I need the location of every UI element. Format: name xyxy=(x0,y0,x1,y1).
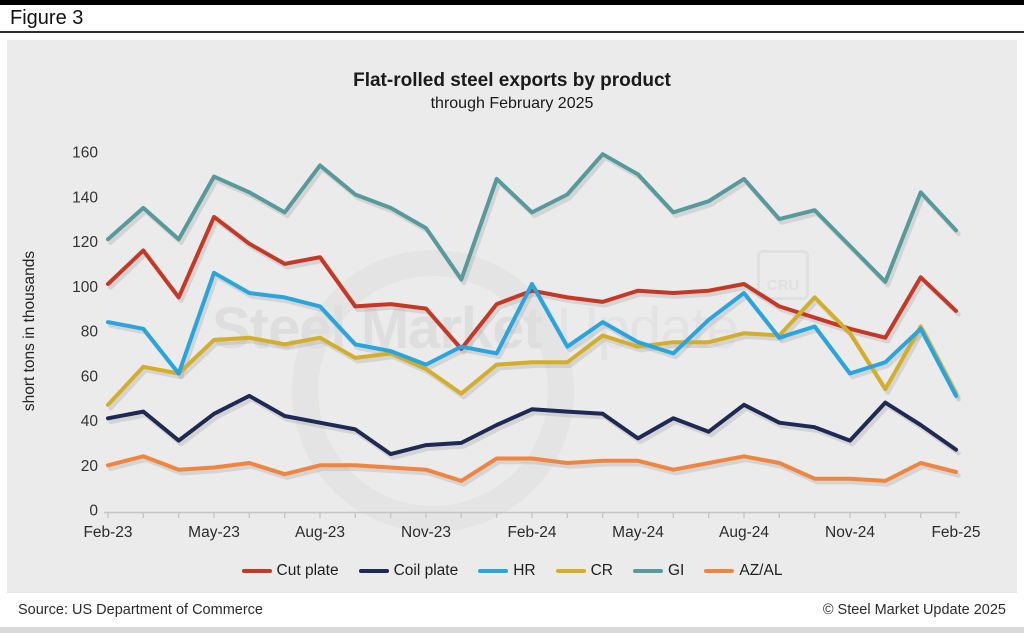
legend-item-hr: HR xyxy=(478,562,536,580)
legend-item-az-al: AZ/AL xyxy=(704,562,782,580)
legend-swatch xyxy=(241,569,272,573)
legend-item-cut-plate: Cut plate xyxy=(241,562,339,580)
bottom-edge-strip xyxy=(0,627,1024,633)
chart-subtitle: through February 2025 xyxy=(430,95,594,112)
chart-title: Flat-rolled steel exports by product xyxy=(353,70,671,91)
header-divider xyxy=(0,31,1024,33)
x-tick-label: Feb-24 xyxy=(507,524,556,541)
legend-label: CR xyxy=(590,562,613,579)
legend-label: GI xyxy=(668,562,685,579)
legend-item-coil-plate: Coil plate xyxy=(358,562,459,580)
series-shadow xyxy=(108,155,961,288)
legend: Cut plate Coil plate HR CR GI AZ/AL xyxy=(7,562,1017,580)
y-axis-label: short tons in thousands xyxy=(21,251,38,412)
top-black-bar xyxy=(0,0,1024,5)
series-line-coil-plate xyxy=(106,393,958,457)
x-tick-label: Aug-23 xyxy=(295,524,345,541)
y-tick-label: 140 xyxy=(72,189,98,206)
legend-label: HR xyxy=(513,562,536,579)
source-note: Source: US Department of Commerce xyxy=(18,602,263,618)
legend-swatch xyxy=(555,569,586,573)
y-tick-label: 40 xyxy=(81,413,99,430)
series-line-cr xyxy=(106,295,958,407)
legend-swatch xyxy=(633,569,663,573)
y-tick-label: 80 xyxy=(81,324,99,341)
y-tick-label: 20 xyxy=(81,458,99,475)
figure-label: Figure 3 xyxy=(10,7,84,29)
x-tick-label: Feb-25 xyxy=(931,524,980,541)
copyright-note: © Steel Market Update 2025 xyxy=(822,602,1006,618)
legend-item-gi: GI xyxy=(633,562,684,580)
legend-swatch xyxy=(704,569,735,573)
series-line-cut-plate xyxy=(106,214,958,351)
legend-label: AZ/AL xyxy=(739,562,783,579)
x-tick-label: Aug-24 xyxy=(719,524,769,541)
x-tick-label: May-23 xyxy=(188,524,240,541)
watermark-update: Update xyxy=(556,296,739,361)
legend-item-cr: CR xyxy=(555,562,613,580)
x-tick-label: Feb-23 xyxy=(83,524,132,541)
series-line-gi xyxy=(106,152,958,284)
y-tick-label: 160 xyxy=(72,145,98,162)
legend-label: Coil plate xyxy=(393,562,459,579)
legend-label: Cut plate xyxy=(276,562,339,579)
x-tick-label: May-24 xyxy=(612,524,664,541)
series-shadow xyxy=(108,457,961,487)
series-line-az-al xyxy=(106,454,958,483)
line-chart: 0 20 40 60 80 100 120 140 160 Feb-23 May-23 Aug-23 N… xyxy=(21,145,981,542)
y-tick-label: 100 xyxy=(72,279,98,296)
series-line-hr xyxy=(106,270,958,398)
y-tick-label: 120 xyxy=(72,234,98,251)
cru-logo-watermark: CRU xyxy=(757,250,809,300)
x-tick-label: Nov-24 xyxy=(825,524,875,541)
x-tick-label: Nov-23 xyxy=(401,524,451,541)
y-tick-label: 60 xyxy=(81,368,99,385)
chart-panel: Steel Market Update CRU 0 20 40 60 80 100 120 1… xyxy=(7,40,1017,593)
y-tick-label: 0 xyxy=(89,503,98,520)
legend-swatch xyxy=(478,569,509,573)
legend-swatch xyxy=(358,569,389,573)
